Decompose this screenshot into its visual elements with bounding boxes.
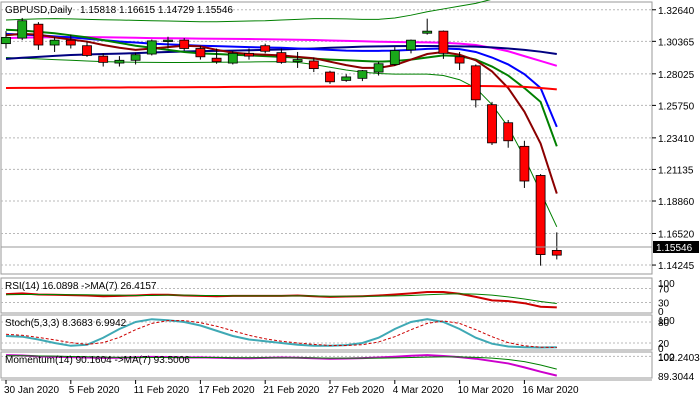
symbol-label: GBPUSD,Daily 1.15818 1.16615 1.14729 1.1… [5,5,233,16]
date-tick-label: 5 Feb 2020 [69,385,120,396]
indicator-series-line [5,320,557,349]
symbol-name: GBPUSD,Daily [5,5,72,16]
bearish-candle [276,52,287,63]
indicator-series-line [5,318,557,349]
price-tick-label: 1.16520 [658,229,695,240]
bullish-candle [406,39,416,51]
bullish-candle [146,40,157,55]
price-tick-label: 1.32640 [658,6,695,17]
indicator-level-label: 30 [658,299,670,310]
indicator-axis-label: 0 [658,344,664,355]
bullish-candle [17,20,28,39]
indicator-pane-frame [0,314,653,351]
date-tick-label: 11 Feb 2020 [134,385,190,396]
price-tick-label: 1.18860 [658,197,695,208]
indicator-level-label: 70 [658,285,670,296]
indicator-axis-label: 89.3044 [658,372,695,383]
bullish-candle [114,59,125,64]
rsi-pane[interactable]: 70 30 100 0 RSI(14) 16.0898 ->MA(7) 26.4157 [0,277,675,318]
indicator-axis-label: 102.2403 [658,353,700,364]
bearish-candle [260,45,271,52]
indicator-axis-label: 100 [658,279,675,290]
indicator-axis-label: 0 [658,307,664,318]
price-tick-label: 1.30365 [658,37,695,48]
bullish-candle [341,76,352,81]
price-tick-label: 1.28025 [658,70,695,81]
date-tick-label: 21 Feb 2020 [263,385,320,396]
candlesticks [1,17,562,266]
current-price-marker [653,240,699,253]
indicator-level-label: 20 [658,339,670,350]
bearish-candle [65,39,76,46]
bullish-candle [227,52,238,64]
bearish-candle [535,175,546,255]
bearish-candle [325,71,335,83]
ohlc-values: 1.15818 1.16615 1.14729 1.15546 [80,5,233,16]
moving-average-line [5,36,558,67]
bullish-candle [1,36,11,45]
bearish-candle [82,45,92,56]
bearish-candle [454,56,465,64]
indicator-level-label: 100 [658,352,675,363]
bullish-candle [163,39,173,42]
date-tick-label: 27 Feb 2020 [328,385,385,396]
current-price-label: 1.15546 [656,243,693,254]
date-tick-label: 30 Jan 2020 [4,385,59,396]
bullish-candle [49,39,60,46]
bullish-candle [422,30,433,34]
price-axis: 1.32640 1.30365 1.28025 1.25750 1.23410 1.211… [652,6,699,272]
bearish-candle [211,57,222,63]
price-pane[interactable]: GBPUSD,Daily 1.15818 1.16615 1.14729 1.1… [0,0,653,275]
indicator-series-line [5,293,557,305]
price-tick-label: 1.14245 [658,261,695,272]
price-tick-label: 1.25750 [658,101,695,112]
indicator-label: Momentum(14) 90.1604 ->MA(7) 93.5006 [5,355,190,366]
date-tick-label: 17 Feb 2020 [198,385,255,396]
bearish-candle [503,122,514,142]
indicator-label: Stoch(5,3,3) 8.3683 6.9942 [5,318,127,329]
indicator-axis-label: 100 [658,316,675,327]
bearish-candle [551,250,562,256]
bearish-candle [438,30,449,54]
bullish-candle [373,63,384,73]
bearish-candle [98,55,109,63]
bearish-candle [195,48,206,58]
envelope-band-line [5,0,491,23]
bullish-candle [357,70,368,79]
bearish-candle [470,65,481,101]
bearish-candle [308,60,319,70]
bearish-candle [244,52,254,57]
stochastic-pane[interactable]: 80 20 100 0 Stoch(5,3,3) 8.3683 6.9942 [0,314,675,355]
moving-average-line [5,84,557,91]
bearish-candle [33,23,44,46]
bearish-candle [487,104,497,144]
indicator-series-line [6,355,557,370]
indicator-level-label: 80 [658,318,670,329]
price-tick-label: 1.21135 [658,165,694,176]
date-tick-label: 16 Mar 2020 [522,385,579,396]
bullish-candle [130,54,141,61]
indicator-label: RSI(14) 16.0898 ->MA(7) 26.4157 [5,281,157,292]
bearish-candle [179,39,190,49]
price-tick-label: 1.23410 [658,134,695,145]
date-axis: 30 Jan 2020 5 Feb 2020 11 Feb 2020 17 Feb 2… [1,379,652,396]
date-tick-label: 10 Mar 2020 [458,385,515,396]
bullish-candle [389,50,400,65]
date-tick-label: 4 Mar 2020 [393,385,444,396]
bearish-candle [519,145,530,182]
bullish-candle [292,59,303,63]
